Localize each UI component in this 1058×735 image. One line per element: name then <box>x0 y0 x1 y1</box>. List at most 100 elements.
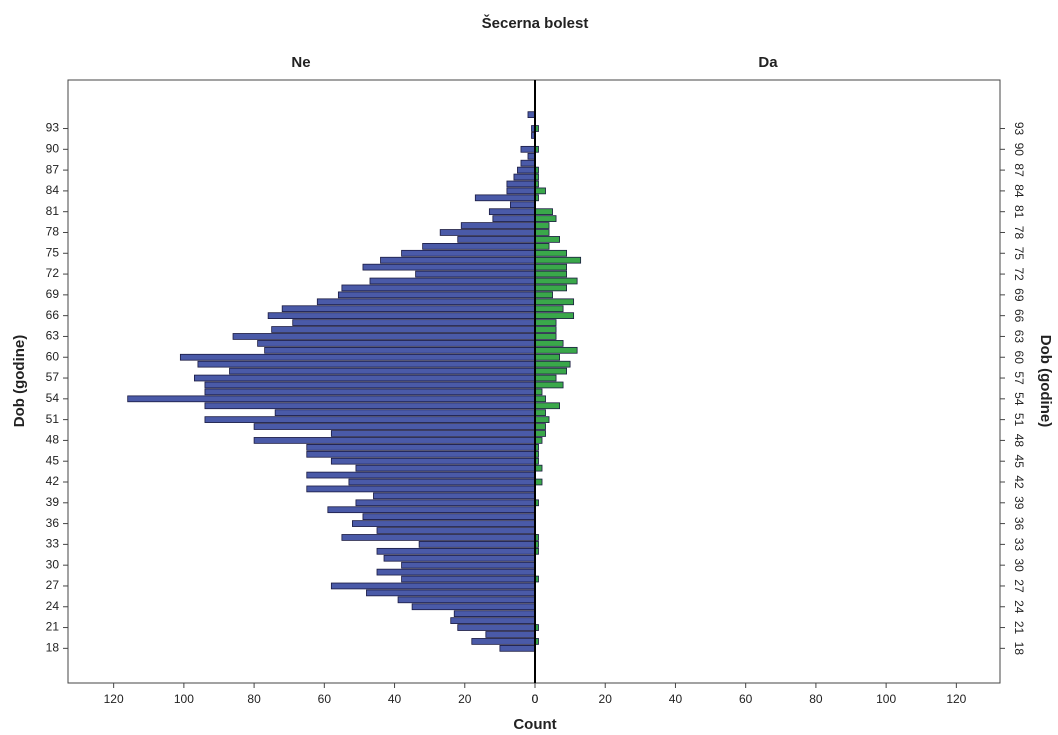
bar <box>457 624 536 631</box>
bar <box>534 215 557 222</box>
bar <box>499 644 536 652</box>
y-tick-label: 51 <box>1012 413 1026 427</box>
bar <box>271 326 536 333</box>
bar <box>204 388 536 396</box>
y-tick-label: 30 <box>1012 558 1026 572</box>
bar <box>510 201 536 209</box>
bar <box>534 291 553 299</box>
bar <box>274 409 536 417</box>
y-tick-label: 33 <box>46 537 60 551</box>
x-tick-label: 0 <box>532 692 539 706</box>
bar <box>204 402 536 410</box>
y-tick-label: 60 <box>1012 351 1026 365</box>
bar <box>534 402 560 410</box>
y-tick-label: 45 <box>46 453 60 467</box>
x-tick-label: 80 <box>247 692 261 706</box>
bar <box>422 242 536 250</box>
bar <box>197 360 536 368</box>
y-tick-label: 93 <box>46 121 60 135</box>
x-tick-label: 120 <box>104 692 124 706</box>
bar <box>411 603 536 611</box>
y-tick-label: 66 <box>46 308 60 322</box>
bar <box>330 457 536 465</box>
y-tick-label: 66 <box>1012 309 1026 323</box>
x-tick-label: 100 <box>876 692 896 706</box>
bar <box>292 319 536 326</box>
y-tick-label: 18 <box>46 641 60 655</box>
bar <box>401 561 536 569</box>
bar <box>439 229 536 236</box>
bar <box>380 256 536 264</box>
y-axis-label: Dob (godine) <box>11 335 28 427</box>
bar <box>327 506 536 514</box>
bar <box>534 333 557 340</box>
y-tick-label: 69 <box>1012 288 1026 302</box>
bar <box>534 367 568 375</box>
bar <box>341 534 536 541</box>
bar <box>534 360 571 368</box>
bar <box>376 547 536 555</box>
y-tick-label: 54 <box>1012 392 1026 406</box>
bar <box>401 249 536 257</box>
y-tick-label: 42 <box>46 474 60 488</box>
y-tick-label: 51 <box>46 412 60 426</box>
bar <box>534 208 553 216</box>
bar <box>534 326 557 333</box>
bar <box>513 173 536 181</box>
y-tick-label: 21 <box>46 620 60 634</box>
y-tick-label: 30 <box>46 557 60 571</box>
y-tick-label: 63 <box>1012 330 1026 344</box>
y-tick-label: 81 <box>1012 205 1026 219</box>
bar <box>534 270 568 278</box>
y-tick-label: 75 <box>46 245 60 259</box>
bar <box>520 159 536 167</box>
bar <box>383 554 536 562</box>
bar <box>534 346 578 354</box>
bar <box>366 589 536 597</box>
y-tick-label: 84 <box>46 183 60 197</box>
bar <box>534 298 575 306</box>
y-tick-label: 87 <box>46 162 60 176</box>
x-tick-label: 40 <box>388 692 402 706</box>
chart-title: Šecerna bolest <box>482 14 589 32</box>
bar <box>355 464 536 472</box>
x-tick-label: 0 <box>532 692 539 706</box>
bar <box>281 305 536 313</box>
bar <box>527 152 536 160</box>
panel-label: Da <box>758 54 778 71</box>
bar <box>204 416 536 423</box>
y-tick-label: 48 <box>46 433 60 447</box>
y-tick-label: 39 <box>46 495 60 509</box>
bar <box>534 305 564 313</box>
bar <box>534 381 564 389</box>
y-tick-label: 78 <box>46 225 60 239</box>
bar <box>330 430 536 437</box>
x-tick-label: 20 <box>458 692 472 706</box>
y-tick-label: 57 <box>46 370 60 384</box>
x-tick-label: 60 <box>739 692 753 706</box>
bar <box>337 291 536 299</box>
x-tick-label: 40 <box>669 692 683 706</box>
bar <box>253 423 536 430</box>
y-tick-label: 72 <box>1012 267 1026 281</box>
y-tick-label: 63 <box>46 329 60 343</box>
y-tick-label: 93 <box>1012 122 1026 136</box>
bar <box>534 464 543 472</box>
bar <box>415 270 536 278</box>
bar <box>488 208 536 216</box>
bar <box>253 437 536 444</box>
bar <box>534 236 560 243</box>
bar <box>534 388 543 396</box>
bar <box>376 568 536 576</box>
bar <box>485 631 536 638</box>
x-tick-label: 60 <box>318 692 332 706</box>
y-tick-label: 36 <box>46 516 60 530</box>
bar <box>453 610 536 618</box>
bar <box>520 145 536 153</box>
bar <box>534 437 543 444</box>
bar <box>534 284 568 292</box>
bar <box>194 374 536 382</box>
bar <box>534 416 550 423</box>
bar <box>306 443 536 451</box>
bar <box>474 194 536 202</box>
